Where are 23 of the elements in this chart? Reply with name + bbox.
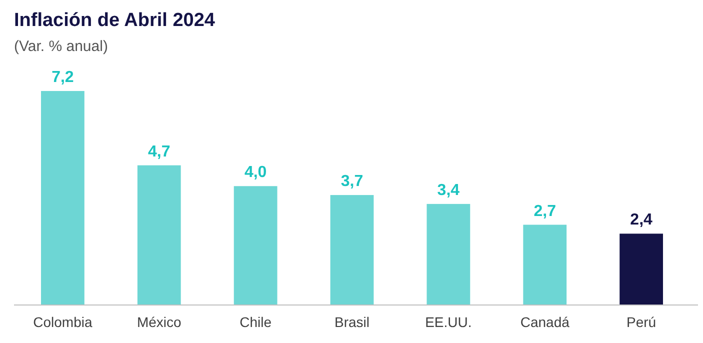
x-tick-label: Colombia: [33, 314, 92, 330]
data-label: 7,2: [52, 69, 74, 86]
data-label: 4,0: [244, 164, 267, 182]
data-label: 2,4: [630, 212, 653, 229]
data-label: 2,7: [534, 202, 556, 220]
bar: [426, 204, 470, 305]
data-label: 3,7: [340, 173, 364, 190]
x-tick-label: Chile: [240, 314, 272, 330]
x-tick-label: EE.UU.: [425, 314, 472, 330]
bar: [620, 234, 663, 305]
data-label: 3,4: [437, 182, 460, 199]
bar: [523, 224, 567, 305]
data-label: 4,7: [148, 143, 170, 160]
chart-subtitle: (Var. % anual): [14, 38, 108, 55]
x-tick-label: Canadá: [520, 314, 570, 330]
bar: [234, 186, 278, 305]
bar: [330, 195, 374, 305]
chart-title: Inflación de Abril 2024: [14, 10, 216, 31]
bar: [41, 91, 84, 305]
x-tick-label: México: [136, 314, 182, 330]
x-tick-label: Brasil: [334, 314, 370, 330]
x-tick-label: Perú: [626, 314, 656, 330]
bar: [137, 165, 181, 305]
